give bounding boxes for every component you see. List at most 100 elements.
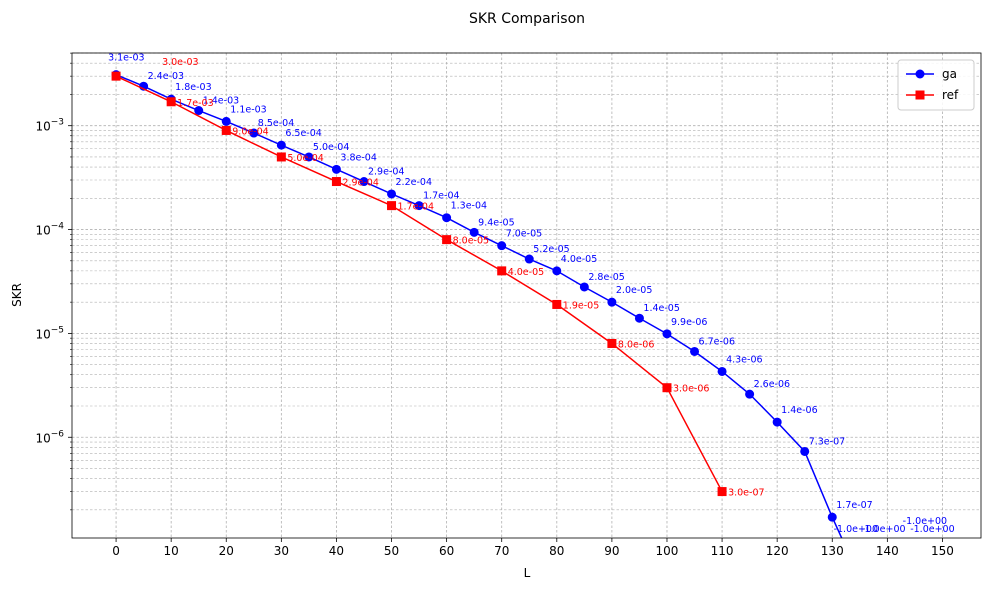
data-label-ga: 1.7e-04 bbox=[423, 191, 459, 202]
data-point-ga bbox=[827, 512, 837, 522]
data-label-ga: 6.7e-06 bbox=[699, 336, 735, 347]
data-point-ga bbox=[249, 128, 259, 138]
data-point-ref bbox=[111, 71, 121, 81]
data-point-ga bbox=[662, 329, 672, 339]
y-tick-base: 10 bbox=[35, 224, 50, 238]
data-point-ga bbox=[414, 201, 424, 211]
x-tick-label: 0 bbox=[112, 544, 120, 558]
series-line-ref bbox=[115, 75, 723, 492]
data-point-ga bbox=[469, 227, 479, 237]
data-label-ref: 4.0e-05 bbox=[508, 267, 544, 278]
data-label-ga: 7.0e-05 bbox=[506, 229, 542, 240]
data-point-ga bbox=[276, 140, 286, 150]
data-label-ga: 1.8e-03 bbox=[175, 82, 211, 93]
x-tick-label: 80 bbox=[549, 544, 564, 558]
legend-label-ref: ref bbox=[942, 88, 959, 102]
data-label-ga: 2.8e-05 bbox=[588, 272, 624, 283]
data-point-ref bbox=[442, 235, 452, 245]
y-tick-label: 10−5 bbox=[35, 325, 64, 341]
y-tick-base: 10 bbox=[35, 327, 50, 341]
data-point-ga bbox=[497, 241, 507, 251]
x-tick-label: 130 bbox=[821, 544, 844, 558]
data-label-ref: 2.9e-04 bbox=[342, 178, 378, 189]
data-label-ga: 2.0e-05 bbox=[616, 285, 652, 296]
data-label-ga: 2.9e-04 bbox=[368, 167, 404, 178]
data-point-ga bbox=[607, 297, 617, 307]
data-label-ga: 5.0e-04 bbox=[313, 142, 349, 153]
x-tick-label: 20 bbox=[219, 544, 234, 558]
data-point-ref bbox=[497, 266, 507, 276]
data-label-ref: 1.7e-03 bbox=[177, 98, 213, 109]
x-tick-label: 110 bbox=[711, 544, 734, 558]
x-tick-label: 90 bbox=[604, 544, 619, 558]
data-point-ga bbox=[634, 313, 644, 323]
data-point-ref bbox=[331, 177, 341, 187]
data-point-ga bbox=[331, 164, 341, 174]
data-label-ref: 5.0e-04 bbox=[287, 153, 323, 164]
data-label-ga: 1.4e-06 bbox=[781, 405, 817, 416]
data-point-ref bbox=[166, 97, 176, 107]
x-tick-label: 140 bbox=[876, 544, 899, 558]
legend-marker-ga bbox=[915, 69, 925, 79]
data-point-ga bbox=[717, 366, 727, 376]
data-label-ga: 2.4e-03 bbox=[148, 71, 184, 82]
data-label-ga: 3.1e-03 bbox=[108, 53, 144, 64]
data-label-ref: 8.0e-05 bbox=[453, 236, 489, 247]
data-point-ref bbox=[221, 125, 231, 135]
data-label-ga: 1.4e-05 bbox=[643, 303, 679, 314]
chart-title: SKR Comparison bbox=[469, 11, 585, 27]
y-tick-label: 10−6 bbox=[35, 429, 64, 445]
y-tick-exponent: −4 bbox=[51, 222, 65, 232]
data-label-ga: 2.6e-06 bbox=[754, 379, 790, 390]
data-label-ga: 2.2e-04 bbox=[396, 177, 432, 188]
data-point-ref bbox=[387, 201, 397, 211]
data-point-ga bbox=[579, 282, 589, 292]
y-axis-label: SKR bbox=[10, 283, 24, 307]
data-label-ref: 3.0e-03 bbox=[162, 57, 198, 68]
data-point-ga bbox=[221, 116, 231, 126]
y-tick-exponent: −6 bbox=[51, 429, 65, 439]
data-label-ref: 9.0e-04 bbox=[232, 126, 268, 137]
data-point-ref bbox=[607, 338, 617, 348]
data-label-ref: 3.0e-06 bbox=[673, 384, 709, 395]
legend-box bbox=[897, 59, 975, 111]
data-point-ga bbox=[524, 254, 534, 264]
x-tick-label: 10 bbox=[164, 544, 179, 558]
data-label-ga: -1.0e+00 bbox=[903, 516, 947, 527]
data-point-ref bbox=[552, 299, 562, 309]
x-axis-label: L bbox=[524, 566, 531, 580]
data-point-ga bbox=[745, 389, 755, 399]
data-label-ga: 8.5e-04 bbox=[258, 118, 294, 129]
data-label-ga: 4.3e-06 bbox=[726, 354, 762, 365]
y-tick-exponent: −3 bbox=[51, 118, 64, 128]
data-point-ga bbox=[194, 106, 204, 116]
data-point-ga bbox=[772, 417, 782, 427]
data-label-ga: -1.0e+00 bbox=[834, 524, 878, 535]
x-tick-label: 60 bbox=[439, 544, 454, 558]
data-label-ref: 1.7e-04 bbox=[398, 202, 434, 213]
y-tick-label: 10−4 bbox=[35, 222, 64, 238]
x-tick-label: 50 bbox=[384, 544, 399, 558]
data-point-ga bbox=[690, 346, 700, 356]
data-label-ga: 5.2e-05 bbox=[533, 244, 569, 255]
series-line-ga bbox=[115, 73, 843, 538]
x-tick-label: 150 bbox=[931, 544, 954, 558]
data-label-ref: 8.0e-06 bbox=[618, 339, 654, 350]
y-tick-base: 10 bbox=[35, 431, 50, 445]
data-point-ga bbox=[552, 266, 562, 276]
data-label-ga: 1.7e-07 bbox=[836, 500, 872, 511]
x-tick-label: 40 bbox=[329, 544, 344, 558]
y-tick-exponent: −5 bbox=[51, 325, 64, 335]
data-label-ga: 1.1e-03 bbox=[230, 104, 266, 115]
data-label-ga: 9.4e-05 bbox=[478, 217, 514, 228]
data-label-ga: 7.3e-07 bbox=[809, 436, 845, 447]
x-tick-label: 120 bbox=[766, 544, 789, 558]
data-label-ga: 9.9e-06 bbox=[671, 317, 707, 328]
data-label-ga: 1.4e-03 bbox=[203, 96, 239, 107]
data-point-ga bbox=[304, 152, 314, 162]
data-label-ga: 1.3e-04 bbox=[451, 201, 487, 212]
data-point-ref bbox=[662, 383, 672, 393]
x-tick-label: 70 bbox=[494, 544, 509, 558]
y-tick-label: 10−3 bbox=[35, 118, 64, 134]
